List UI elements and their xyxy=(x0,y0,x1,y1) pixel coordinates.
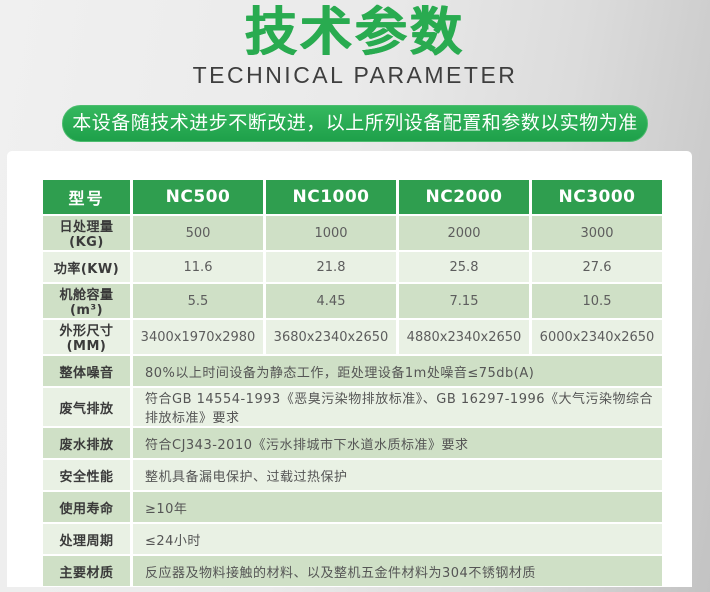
page-title: 技术参数 xyxy=(244,3,465,63)
table-row-service-life: 使用寿命 ≥10年 xyxy=(43,492,662,522)
spec-value: 3680x2340x2650 xyxy=(266,320,396,354)
page-subtitle: TECHNICAL PARAMETER xyxy=(192,62,518,88)
info-value: 整机具备漏电保护、过载过热保护 xyxy=(133,460,662,490)
row-label: 废水排放 xyxy=(43,428,130,458)
spec-value: 4880x2340x2650 xyxy=(399,320,529,354)
info-value: 符合GB 14554-1993《恶臭污染物排放标准》、GB 16297-1996… xyxy=(133,388,662,426)
table-header-row: 型号 NC500 NC1000 NC2000 NC3000 xyxy=(43,180,662,214)
spec-value: 7.15 xyxy=(399,284,529,318)
table-row-safety: 安全性能 整机具备漏电保护、过载过热保护 xyxy=(43,460,662,490)
row-label: 废气排放 xyxy=(43,388,130,426)
table-row-dimensions: 外形尺寸(MM) 3400x1970x2980 3680x2340x2650 4… xyxy=(43,320,662,354)
info-value: 反应器及物料接触的材料、以及整机五金件材料为304不锈钢材质 xyxy=(133,556,662,586)
row-label: 整体噪音 xyxy=(43,356,130,386)
info-value: ≤24小时 xyxy=(133,524,662,554)
info-value: 80%以上时间设备为静态工作，距处理设备1m处噪音≤75db(A) xyxy=(133,356,662,386)
spec-value: 3400x1970x2980 xyxy=(133,320,263,354)
spec-value: 11.6 xyxy=(133,252,263,282)
spec-value: 4.45 xyxy=(266,284,396,318)
row-label: 日处理量(KG) xyxy=(43,216,130,250)
row-label: 使用寿命 xyxy=(43,492,130,522)
header-cell-nc2000: NC2000 xyxy=(399,180,529,214)
spec-table: 型号 NC500 NC1000 NC2000 NC3000 日处理量(KG) 5… xyxy=(40,178,665,587)
spec-value: 1000 xyxy=(266,216,396,250)
header-cell-nc500: NC500 xyxy=(133,180,263,214)
table-row-power: 功率(KW) 11.6 21.8 25.8 27.6 xyxy=(43,252,662,282)
table-row-wastewater-emission: 废水排放 符合CJ343-2010《污水排城市下水道水质标准》要求 xyxy=(43,428,662,458)
info-value: ≥10年 xyxy=(133,492,662,522)
spec-value: 500 xyxy=(133,216,263,250)
row-label: 外形尺寸(MM) xyxy=(43,320,130,354)
row-label: 安全性能 xyxy=(43,460,130,490)
table-row-exhaust-emission: 废气排放 符合GB 14554-1993《恶臭污染物排放标准》、GB 16297… xyxy=(43,388,662,426)
spec-value: 2000 xyxy=(399,216,529,250)
spec-value: 5.5 xyxy=(133,284,263,318)
spec-value: 27.6 xyxy=(532,252,662,282)
spec-value: 25.8 xyxy=(399,252,529,282)
spec-card: 型号 NC500 NC1000 NC2000 NC3000 日处理量(KG) 5… xyxy=(7,151,692,587)
table-row-main-material: 主要材质 反应器及物料接触的材料、以及整机五金件材料为304不锈钢材质 xyxy=(43,556,662,586)
spec-value: 10.5 xyxy=(532,284,662,318)
header-cell-model: 型号 xyxy=(43,180,130,214)
row-label: 处理周期 xyxy=(43,524,130,554)
info-value: 符合CJ343-2010《污水排城市下水道水质标准》要求 xyxy=(133,428,662,458)
row-label: 机舱容量(m³) xyxy=(43,284,130,318)
spec-value: 6000x2340x2650 xyxy=(532,320,662,354)
header-cell-nc3000: NC3000 xyxy=(532,180,662,214)
table-row-processing-cycle: 处理周期 ≤24小时 xyxy=(43,524,662,554)
spec-value: 21.8 xyxy=(266,252,396,282)
table-row-cabin-volume: 机舱容量(m³) 5.5 4.45 7.15 10.5 xyxy=(43,284,662,318)
row-label: 主要材质 xyxy=(43,556,130,586)
row-label: 功率(KW) xyxy=(43,252,130,282)
table-row-daily-capacity: 日处理量(KG) 500 1000 2000 3000 xyxy=(43,216,662,250)
table-row-noise: 整体噪音 80%以上时间设备为静态工作，距处理设备1m处噪音≤75db(A) xyxy=(43,356,662,386)
notice-banner: 本设备随技术进步不断改进，以上所列设备配置和参数以实物为准 xyxy=(62,105,648,142)
header-cell-nc1000: NC1000 xyxy=(266,180,396,214)
spec-value: 3000 xyxy=(532,216,662,250)
